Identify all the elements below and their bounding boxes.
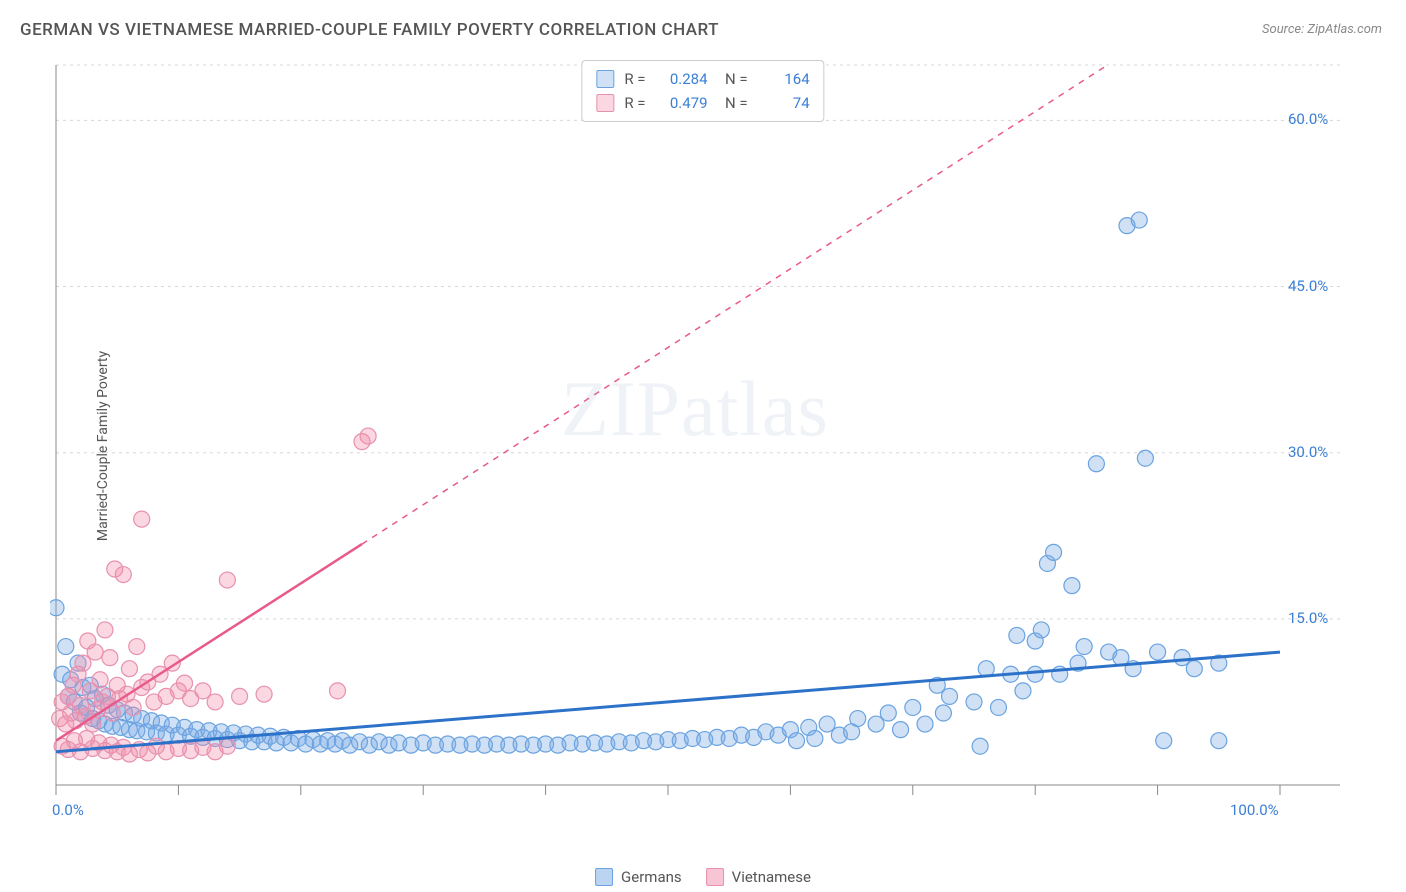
chart-container: GERMAN VS VIETNAMESE MARRIED-COUPLE FAMI… [0, 0, 1406, 892]
y-axis-tick-label: 30.0% [1288, 443, 1328, 461]
stat-n-value: 74 [758, 91, 810, 115]
correlation-legend: R = 0.284 N = 164 R = 0.479 N = 74 [581, 60, 824, 122]
chart-title: GERMAN VS VIETNAMESE MARRIED-COUPLE FAMI… [20, 20, 719, 40]
legend-swatch [706, 868, 724, 886]
y-axis-tick-label: 15.0% [1288, 609, 1328, 627]
stat-r-value: 0.479 [656, 91, 708, 115]
stat-r-label: R = [624, 67, 645, 91]
y-axis-tick-label: 60.0% [1288, 110, 1328, 128]
legend-swatch [595, 868, 613, 886]
stat-r-label: R = [624, 91, 645, 115]
legend-row: R = 0.479 N = 74 [596, 91, 809, 115]
legend-item: Germans [595, 868, 682, 886]
legend-item: Vietnamese [706, 868, 811, 886]
legend-swatch [596, 94, 614, 112]
y-axis-tick-label: 45.0% [1288, 277, 1328, 295]
stat-n-label: N = [718, 91, 748, 115]
legend-label: Vietnamese [732, 868, 811, 886]
legend-label: Germans [621, 868, 682, 886]
x-axis-tick-label: 100.0% [1230, 801, 1279, 819]
series-legend: Germans Vietnamese [595, 868, 811, 886]
source-label: Source: ZipAtlas.com [1262, 22, 1382, 37]
stat-r-value: 0.284 [656, 67, 708, 91]
stat-n-label: N = [718, 67, 748, 91]
legend-row: R = 0.284 N = 164 [596, 67, 809, 91]
scatter-svg [50, 55, 1340, 825]
legend-swatch [596, 70, 614, 88]
plot-area: ZIPatlas [50, 55, 1340, 825]
stat-n-value: 164 [758, 67, 810, 91]
x-axis-tick-label: 0.0% [52, 801, 84, 819]
